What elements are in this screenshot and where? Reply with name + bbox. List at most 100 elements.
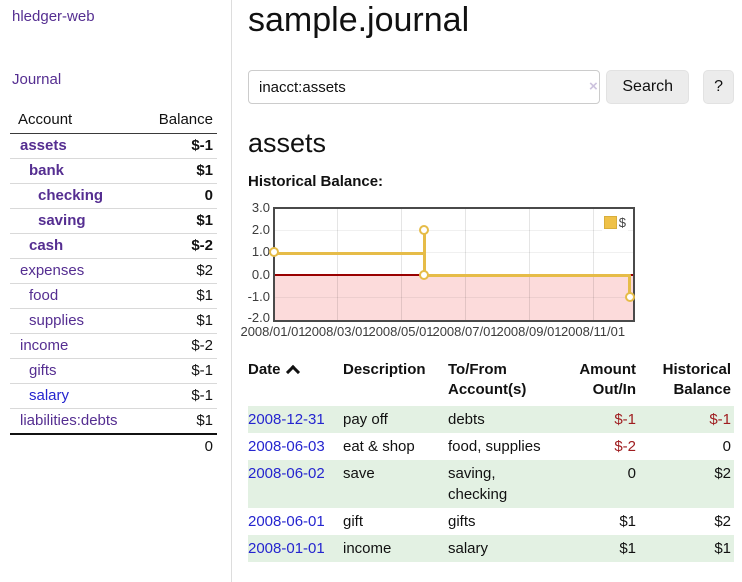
gridline bbox=[529, 209, 530, 320]
search-input[interactable] bbox=[248, 70, 601, 104]
transaction-description: pay off bbox=[343, 411, 388, 428]
account-balance: 0 bbox=[204, 187, 213, 204]
account-row: liabilities:debts $1 bbox=[10, 409, 217, 433]
register-header-balance: Historical Balance bbox=[662, 361, 731, 398]
negative-region-fill bbox=[275, 276, 633, 320]
y-tick-label: 0.0 bbox=[251, 267, 270, 282]
register-row: 2008-06-02 save saving, checking 0 $2 bbox=[248, 460, 734, 508]
sidebar-item-journal[interactable]: Journal bbox=[12, 71, 62, 88]
account-row: gifts $-1 bbox=[10, 359, 217, 384]
chart-title: Historical Balance: bbox=[248, 173, 384, 190]
sidebar-account-expenses[interactable]: expenses bbox=[20, 262, 85, 279]
clear-search-icon[interactable]: × bbox=[589, 78, 598, 95]
data-point bbox=[419, 270, 429, 280]
gridline bbox=[593, 209, 594, 320]
sidebar: hledger-web Journal Account Balance asse… bbox=[0, 0, 232, 582]
transaction-amount: $1 bbox=[619, 513, 636, 530]
transaction-description: eat & shop bbox=[343, 438, 415, 455]
account-balance: $1 bbox=[196, 287, 213, 304]
series-line-segment bbox=[275, 252, 426, 255]
account-balance: $-2 bbox=[191, 337, 213, 354]
balance-chart: 3.0 2.0 1.0 0.0 -1.0 -2.0 bbox=[240, 201, 734, 340]
sidebar-account-liabilities-debts[interactable]: liabilities:debts bbox=[20, 412, 118, 429]
transaction-date-link[interactable]: 2008-06-01 bbox=[248, 513, 325, 530]
gridline bbox=[275, 252, 633, 253]
account-balance: $-1 bbox=[191, 387, 213, 404]
transaction-amount: $1 bbox=[619, 540, 636, 557]
account-row: food $1 bbox=[10, 284, 217, 309]
register-row: 2008-06-03 eat & shop food, supplies $-2… bbox=[248, 433, 734, 460]
main-content: sample.journal × Search ? assets Histori… bbox=[240, 0, 734, 562]
account-row: assets $-1 bbox=[10, 134, 217, 159]
chart-legend: $ bbox=[601, 214, 628, 231]
account-row: supplies $1 bbox=[10, 309, 217, 334]
account-row: income $-2 bbox=[10, 334, 217, 359]
transaction-description: save bbox=[343, 465, 375, 482]
sidebar-account-salary[interactable]: salary bbox=[29, 387, 70, 404]
transaction-description: gift bbox=[343, 513, 364, 530]
register-row: 2008-01-01 income salary $1 $1 bbox=[248, 535, 734, 562]
search-button[interactable]: Search bbox=[606, 70, 690, 104]
sidebar-account-food[interactable]: food bbox=[29, 287, 59, 304]
y-tick-label: 1.0 bbox=[251, 244, 270, 259]
register-table: Date Description To/From Account(s) Amou… bbox=[248, 358, 734, 562]
x-tick-label: 2008/05/01 bbox=[368, 324, 434, 339]
gridline bbox=[275, 230, 633, 231]
transaction-accounts: food, supplies bbox=[448, 438, 541, 455]
account-balance: $-1 bbox=[191, 137, 213, 154]
data-point bbox=[625, 292, 635, 302]
transaction-amount: $-1 bbox=[614, 411, 636, 428]
gridline bbox=[337, 209, 338, 320]
account-row: salary $-1 bbox=[10, 384, 217, 409]
account-balance: $1 bbox=[196, 412, 213, 429]
sidebar-account-cash[interactable]: cash bbox=[29, 237, 64, 254]
register-header-date-label: Date bbox=[248, 361, 281, 378]
transaction-accounts: salary bbox=[448, 540, 489, 557]
register-header-accounts: To/From Account(s) bbox=[448, 361, 527, 398]
account-balance: $2 bbox=[196, 262, 213, 279]
app-title-link[interactable]: hledger-web bbox=[12, 8, 95, 25]
account-row: cash $-2 bbox=[10, 234, 217, 259]
transaction-date-link[interactable]: 2008-01-01 bbox=[248, 540, 325, 557]
transaction-accounts: gifts bbox=[448, 513, 476, 530]
help-button[interactable]: ? bbox=[703, 70, 734, 104]
transaction-balance: $2 bbox=[714, 465, 731, 482]
accounts-table-header: Account Balance bbox=[10, 109, 217, 134]
account-balance: $1 bbox=[196, 162, 213, 179]
transaction-date-link[interactable]: 2008-12-31 bbox=[248, 411, 325, 428]
transaction-date-link[interactable]: 2008-06-03 bbox=[248, 438, 325, 455]
x-tick-label: 2008/01/01 bbox=[240, 324, 306, 339]
sidebar-account-income[interactable]: income bbox=[20, 337, 69, 354]
account-balance: $1 bbox=[196, 312, 213, 329]
sidebar-account-saving[interactable]: saving bbox=[38, 212, 86, 229]
transaction-description: income bbox=[343, 540, 392, 557]
register-header-date: Date bbox=[248, 358, 343, 406]
y-tick-label: -2.0 bbox=[247, 310, 270, 325]
x-tick-label: 2008/03/01 bbox=[304, 324, 370, 339]
register-header-description: Description bbox=[343, 361, 426, 378]
sidebar-account-assets[interactable]: assets bbox=[20, 137, 67, 154]
transaction-balance: 0 bbox=[722, 438, 731, 455]
transaction-date-link[interactable]: 2008-06-02 bbox=[248, 465, 325, 482]
search-form: × Search ? bbox=[248, 70, 734, 104]
accounts-total-value: 0 bbox=[204, 438, 213, 455]
series-line-segment bbox=[628, 276, 631, 299]
sidebar-account-gifts[interactable]: gifts bbox=[29, 362, 57, 379]
gridline bbox=[465, 209, 466, 320]
series-line-segment bbox=[423, 230, 426, 277]
sidebar-account-checking[interactable]: checking bbox=[38, 187, 104, 204]
register-header-row: Date Description To/From Account(s) Amou… bbox=[248, 358, 734, 406]
data-point bbox=[269, 247, 279, 257]
transaction-balance: $2 bbox=[714, 513, 731, 530]
accounts-header-account: Account bbox=[18, 111, 73, 128]
y-tick-label: 2.0 bbox=[251, 222, 270, 237]
sidebar-account-bank[interactable]: bank bbox=[29, 162, 65, 179]
account-balance: $-1 bbox=[191, 362, 213, 379]
y-tick-label: -1.0 bbox=[247, 289, 270, 304]
transaction-amount: 0 bbox=[627, 465, 636, 482]
chart-plot-area[interactable]: $ bbox=[269, 207, 635, 322]
account-balance: $1 bbox=[196, 212, 213, 229]
transaction-accounts: saving, checking bbox=[448, 465, 508, 503]
sidebar-account-supplies[interactable]: supplies bbox=[29, 312, 85, 329]
gridline bbox=[401, 209, 402, 320]
